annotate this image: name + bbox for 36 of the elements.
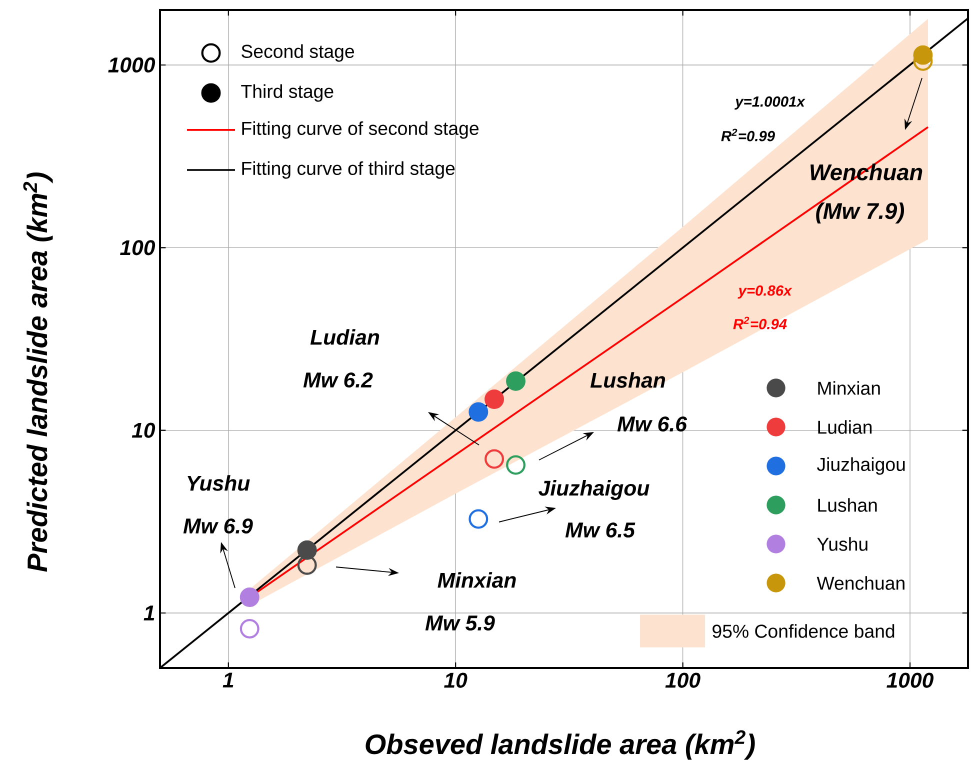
x-tick-label: 1 (222, 672, 234, 688)
legend-label: Minxian (818, 381, 880, 395)
annotation: Mw 6.6 (617, 416, 688, 432)
legend-label: Fitting curve of second stage (242, 121, 479, 139)
annotation: Second stage (242, 44, 354, 62)
annotation: (Mw 7.9) (816, 202, 904, 224)
y-tick-label: 10 (132, 422, 156, 438)
legend-label: Jiuzhaigou (817, 457, 905, 475)
y-tick-label: 1000 (108, 57, 156, 73)
annotation: R$^{2}$=0.99 (721, 128, 775, 142)
y-tick-label: 1 (144, 606, 154, 620)
legend-label: Fitting curve of third stage (242, 161, 455, 179)
y-tick-label: 100 (120, 240, 156, 256)
annotation: Ludian (310, 329, 380, 345)
annotation: Minxian (438, 572, 516, 588)
x-axis-title: Obseved landslide area (km$^{2}$) (366, 730, 755, 760)
legend-label: Wenchuan (816, 576, 904, 590)
annotation: R$^{2}$=0.94 (733, 316, 787, 330)
y-axis-title: Predicted landslide area (km$^{2}$) (23, 172, 53, 572)
annotation: y=0.86x (738, 285, 792, 299)
annotation: y=1.0001x (734, 96, 806, 110)
legend-label: Yushu (817, 537, 868, 551)
annotation: Mw 6.2 (303, 372, 373, 388)
annotation: Mw 5.9 (425, 615, 495, 631)
annotation: 95% Confidence band (712, 624, 894, 638)
annotation: Yushu (188, 475, 250, 491)
x-tick-label: 100 (665, 672, 700, 688)
annotation: Mw 6.9 (183, 518, 253, 534)
legend-label: Lushan (818, 498, 877, 512)
annotation: Mw 6.5 (565, 522, 636, 538)
annotation: Jiuzhaigou (538, 480, 650, 500)
x-tick-label: 1000 (886, 672, 934, 688)
legend-label: Ludian (818, 420, 872, 434)
annotation: Third stage (241, 84, 334, 102)
x-tick-label: 10 (444, 672, 468, 688)
annotation: Lushan (590, 372, 666, 388)
